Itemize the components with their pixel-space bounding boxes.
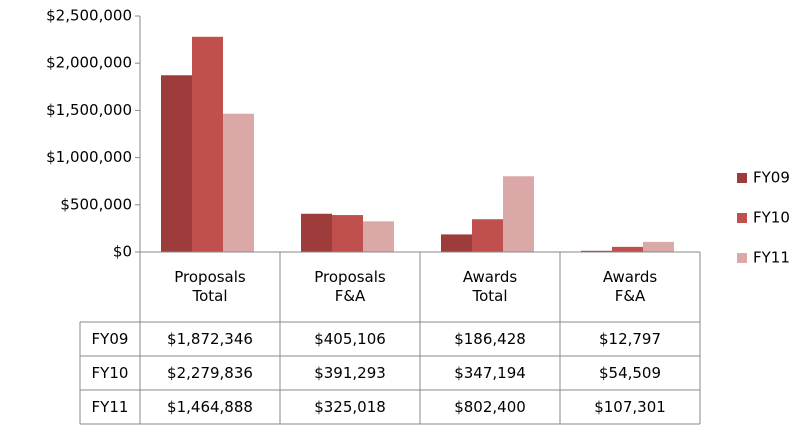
category-label: Proposals F&A	[280, 252, 420, 322]
table-value: $391,293	[280, 356, 420, 390]
legend-swatch	[737, 253, 747, 263]
category-label-text: Proposals Total	[174, 268, 246, 305]
legend-swatch	[737, 213, 747, 223]
legend-label: FY10	[753, 209, 790, 227]
bar	[223, 113, 254, 252]
bar	[612, 246, 643, 252]
table-value-text: $186,428	[454, 329, 526, 348]
table-value-text: $391,293	[314, 363, 386, 382]
table-value: $1,872,346	[140, 322, 280, 356]
y-tick-label: $0	[113, 243, 132, 261]
row-label: FY11	[80, 390, 140, 424]
category-label: Awards Total	[420, 252, 560, 322]
table-value-text: $1,464,888	[167, 397, 253, 416]
table-value: $54,509	[560, 356, 700, 390]
category-label-text: Awards F&A	[602, 268, 658, 305]
row-label-text: FY10	[91, 363, 129, 382]
table-value: $12,797	[560, 322, 700, 356]
bar	[472, 219, 503, 252]
row-label-text: FY09	[91, 329, 129, 348]
table-value-text: $347,194	[454, 363, 526, 382]
bar	[643, 241, 674, 252]
table-value-text: $2,279,836	[167, 363, 253, 382]
category-label: Proposals Total	[140, 252, 280, 322]
row-label: FY10	[80, 356, 140, 390]
table-value: $802,400	[420, 390, 560, 424]
legend-label: FY09	[753, 169, 790, 187]
category-label-text: Awards Total	[462, 268, 518, 305]
table-value-text: $107,301	[594, 397, 666, 416]
table-value-text: $1,872,346	[167, 329, 253, 348]
table-value: $405,106	[280, 322, 420, 356]
table-value: $325,018	[280, 390, 420, 424]
table-value-text: $405,106	[314, 329, 386, 348]
table-value-text: $802,400	[454, 397, 526, 416]
table-value: $107,301	[560, 390, 700, 424]
y-tick-label: $1,000,000	[46, 148, 132, 166]
table-value: $2,279,836	[140, 356, 280, 390]
bar	[363, 221, 394, 252]
table-value: $347,194	[420, 356, 560, 390]
category-label: Awards F&A	[560, 252, 700, 322]
legend-swatch	[737, 173, 747, 183]
bar	[301, 213, 332, 252]
row-label-text: FY11	[91, 397, 129, 416]
table-value-text: $54,509	[598, 363, 662, 382]
row-label: FY09	[80, 322, 140, 356]
table-value-text: $12,797	[598, 329, 662, 348]
table-value-text: $325,018	[314, 397, 386, 416]
table-value: $1,464,888	[140, 390, 280, 424]
bar	[581, 250, 612, 252]
legend-label: FY11	[753, 249, 790, 267]
y-tick-label: $2,500,000	[46, 7, 132, 25]
y-tick-label: $500,000	[60, 195, 132, 213]
bar	[441, 234, 472, 252]
y-tick-label: $2,000,000	[46, 54, 132, 72]
bar	[332, 215, 363, 252]
bar	[503, 176, 534, 252]
y-tick-label: $1,500,000	[46, 101, 132, 119]
table-value: $186,428	[420, 322, 560, 356]
bar	[192, 36, 223, 253]
category-label-text: Proposals F&A	[314, 268, 386, 305]
bar	[161, 75, 192, 252]
